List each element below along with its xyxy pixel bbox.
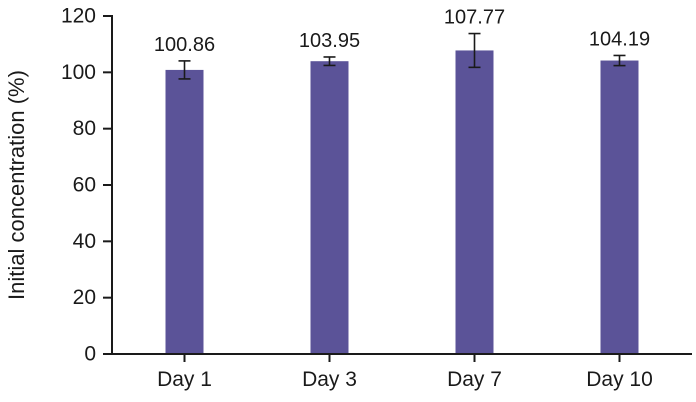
bar [455,50,494,354]
data-label: 107.77 [444,7,505,29]
bar [310,61,349,355]
y-tick-label: 0 [84,343,96,366]
data-label: 103.95 [299,30,360,52]
x-axis-ticks: Day 1 Day 3 Day 7 Day 10 [157,354,653,391]
bar [600,60,639,355]
error-bars-group [178,32,626,80]
y-tick-label: 120 [61,5,96,28]
y-tick-label: 60 [73,174,96,197]
y-axis-title: Initial concentration (%) [4,70,29,300]
data-labels-group: 100.86 103.95 107.77 104.19 [154,7,650,56]
y-tick-label: 100 [61,61,96,84]
x-tick-label: Day 1 [157,368,212,391]
y-tick-label: 20 [73,286,96,309]
x-tick-label: Day 7 [447,368,502,391]
y-axis-ticks: 0 20 40 60 80 100 120 [61,5,112,366]
bar [165,69,204,354]
data-label: 104.19 [589,28,650,50]
data-label: 100.86 [154,34,215,56]
bars-group [165,50,639,355]
y-tick-label: 40 [73,230,96,253]
x-tick-label: Day 3 [302,368,357,391]
y-tick-label: 80 [73,117,96,140]
x-tick-label: Day 10 [586,368,653,391]
